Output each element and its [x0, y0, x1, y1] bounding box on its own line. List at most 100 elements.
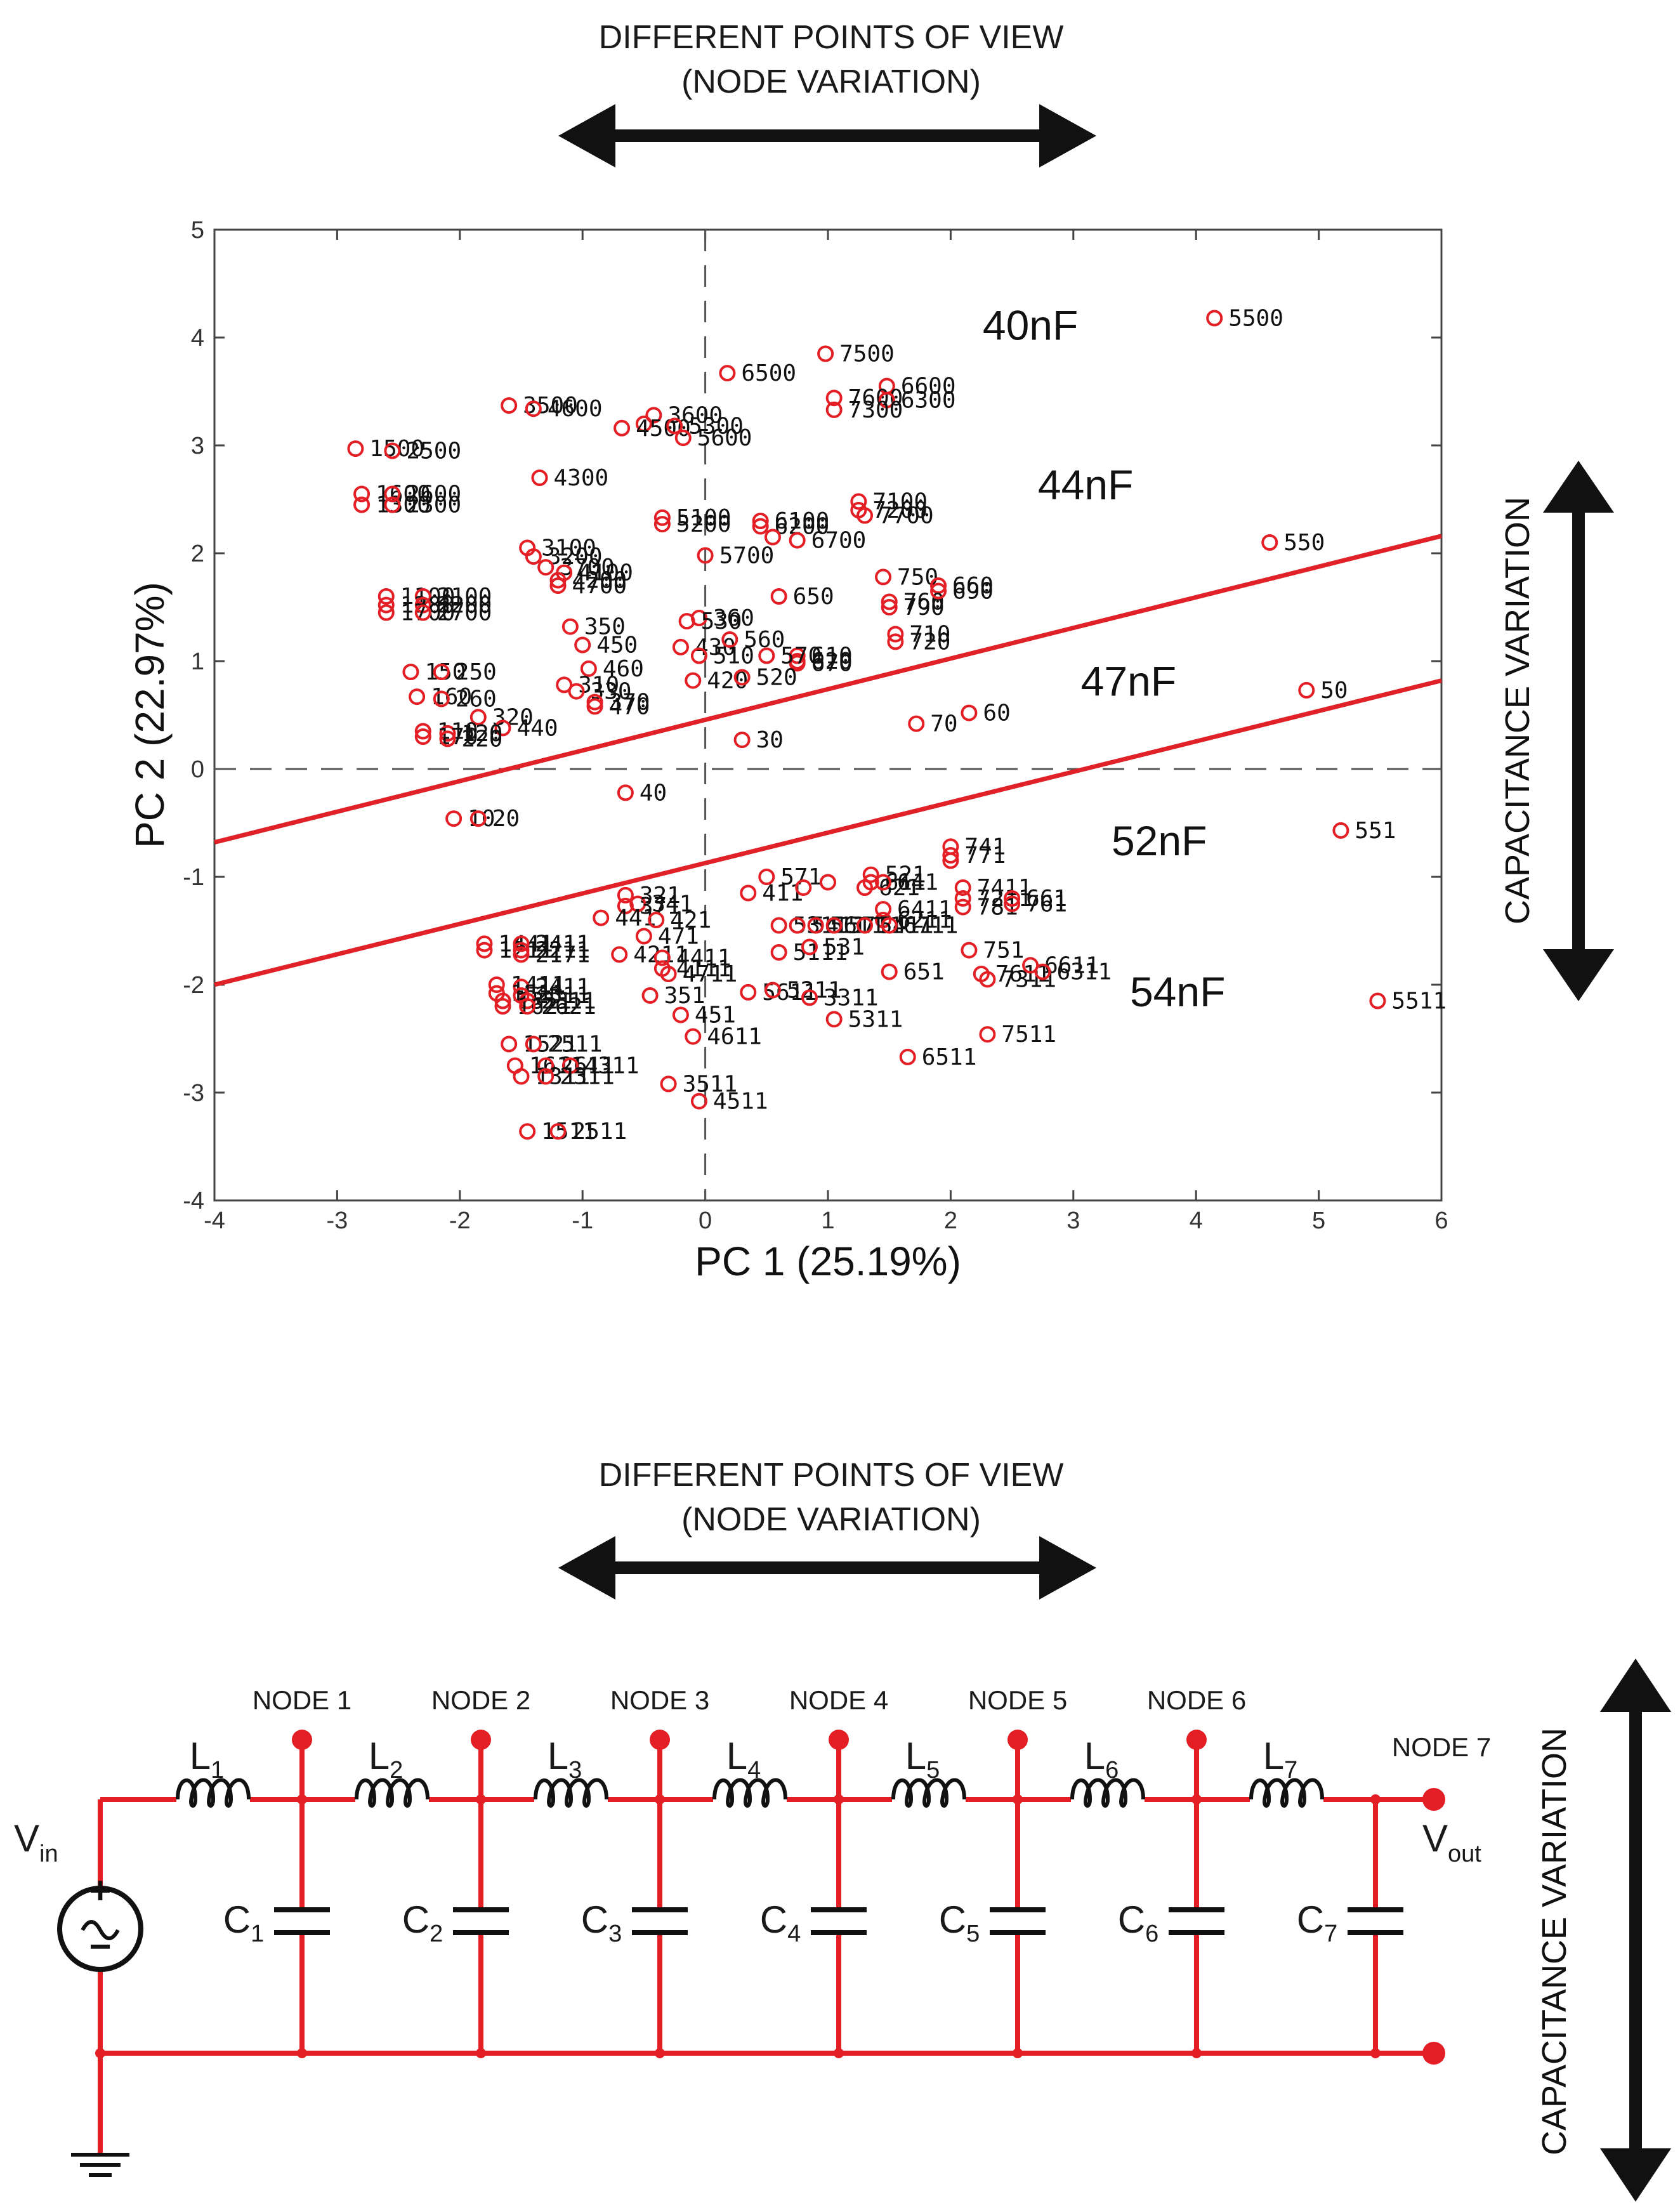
point-label: 2300	[406, 492, 461, 518]
point-label: 1200	[400, 593, 456, 619]
point-label: 70	[930, 711, 957, 737]
bottom-horizontal-double-arrow	[558, 1536, 1096, 1600]
scatter-point	[795, 879, 812, 896]
point-label: 250	[456, 659, 497, 685]
scatter-point	[402, 664, 419, 680]
point-label: 7511	[1001, 1022, 1056, 1048]
svg-text:Vout: Vout	[1422, 1817, 1481, 1867]
capacitor-label: C2	[402, 1898, 443, 1947]
scatter-point	[881, 593, 898, 610]
point-label: 530	[701, 608, 742, 634]
point-label: 1311	[516, 989, 572, 1015]
scatter-point	[881, 963, 898, 980]
scatter-point	[384, 442, 401, 459]
point-label: 6211	[897, 907, 952, 933]
y-tick-label: -1	[183, 864, 204, 891]
node-label-7: NODE 7	[1392, 1732, 1491, 1762]
inductor-label: L6	[1084, 1735, 1119, 1784]
inductor-icon	[176, 1778, 251, 1808]
scatter-point	[580, 660, 597, 677]
point-label: 4511	[713, 1089, 768, 1115]
scatter-point	[556, 676, 573, 693]
node-label-1: NODE 1	[253, 1685, 351, 1715]
scatter-point	[414, 596, 431, 614]
scatter-point	[733, 669, 751, 686]
point-label: 7200	[872, 497, 928, 523]
scatter-point	[476, 935, 493, 952]
point-label: 4711	[683, 961, 738, 987]
point-label: 641	[897, 870, 938, 896]
y-axis-label: PC 2 (22.97%)	[127, 582, 173, 848]
scatter-point	[690, 647, 707, 664]
x-tick-label: 6	[1434, 1207, 1448, 1234]
point-label: 5211	[787, 978, 842, 1004]
scatter-point	[672, 1006, 689, 1023]
point-label: 4600	[548, 396, 603, 422]
point-label: 60	[983, 700, 1010, 726]
scatter-point	[1004, 895, 1021, 912]
point-label: 5311	[848, 1006, 903, 1032]
top-banner: DIFFERENT POINTS OF VIEW (NODE VARIATION…	[558, 19, 1096, 168]
x-tick-label: 5	[1312, 1207, 1325, 1234]
y-tick-label: -4	[183, 1188, 204, 1214]
scatter-point	[439, 730, 456, 747]
point-label: 3200	[548, 544, 603, 570]
scatter-point	[617, 784, 634, 801]
node-label-6: NODE 6	[1147, 1685, 1246, 1715]
point-label: 5200	[676, 511, 732, 537]
scatter-point	[1298, 681, 1315, 699]
point-label: 30	[756, 727, 784, 753]
scatter-point	[881, 917, 898, 934]
point-label: 5600	[697, 425, 752, 451]
scatter-point	[789, 917, 806, 934]
scatter-point	[690, 1093, 707, 1110]
point-label: 6411	[897, 897, 952, 923]
point-label: 3511	[683, 1071, 738, 1097]
svg-text:+: +	[89, 1869, 111, 1912]
inductor-label: L1	[190, 1735, 225, 1784]
scatter-point	[648, 912, 665, 928]
x-tick-label: -3	[327, 1207, 348, 1234]
y-tick-label: 3	[191, 433, 204, 459]
point-label: 351	[664, 983, 705, 1009]
x-tick-label: 3	[1066, 1207, 1080, 1234]
junction-dot	[1013, 2048, 1023, 2058]
scatter-point	[758, 647, 775, 664]
bottom-capacitance-arrow	[1600, 1659, 1671, 2202]
y-tick-label: 0	[191, 756, 204, 783]
point-label: 520	[756, 665, 797, 691]
y-tick-label: 2	[191, 541, 204, 567]
scatter-point	[878, 391, 895, 409]
scatter-point	[653, 509, 671, 526]
scatter-point	[549, 572, 567, 589]
capacitor-label: C4	[760, 1898, 801, 1947]
point-label: 1500	[369, 436, 424, 462]
scatter-point	[1261, 534, 1278, 551]
scatter-point	[930, 577, 947, 594]
scatter-point	[887, 626, 904, 643]
point-label: 5300	[688, 413, 744, 439]
inductor-label: L3	[548, 1735, 582, 1784]
point-label: 690	[952, 579, 994, 605]
scatter-point	[519, 998, 536, 1015]
scatter-point	[770, 944, 787, 961]
scatter-point	[617, 886, 634, 904]
point-label: 761	[1026, 891, 1067, 917]
vout-main: V	[1422, 1817, 1448, 1860]
point-label: 440	[516, 715, 558, 741]
output-terminal-top	[1422, 1788, 1445, 1811]
scatter-point	[1369, 992, 1386, 1009]
region-label: 44nF	[1038, 461, 1133, 508]
point-label: 3100	[541, 536, 596, 562]
scatter-point	[574, 636, 591, 654]
point-label: 321	[640, 883, 681, 909]
scatter-point	[531, 470, 548, 486]
scatter-point	[758, 869, 775, 885]
scatter-point	[653, 516, 671, 533]
axis-ticks: -4 -3 -2 -1 0 1 2 3 4 5 6 -4 -3 -2 -1 0 1 2 3 4 5	[183, 217, 1448, 1234]
top-banner-line1: DIFFERENT POINTS OF VIEW	[599, 19, 1064, 56]
scatter-point	[519, 1123, 536, 1140]
scatter-point	[635, 928, 652, 945]
bottom-banner-line1: DIFFERENT POINTS OF VIEW	[599, 1457, 1064, 1494]
